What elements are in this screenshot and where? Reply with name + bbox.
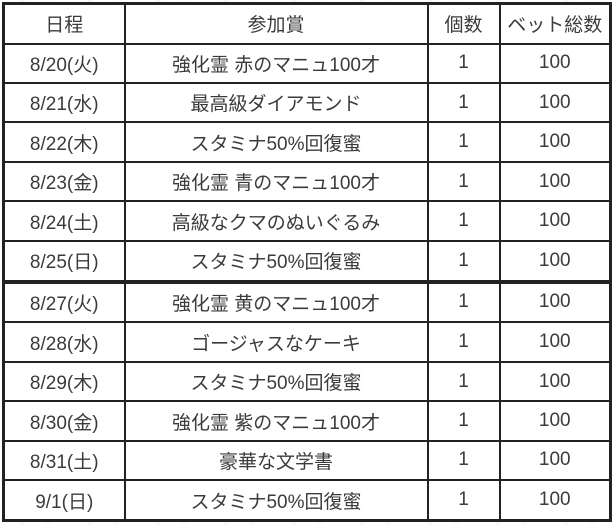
cell-count: 1 [426, 42, 501, 84]
cell-count: 1 [426, 279, 501, 324]
cell-date: 9/1(日) [2, 479, 126, 522]
cell-date: 8/29(木) [2, 360, 126, 403]
table-row: 8/28(水) ゴージャスなケーキ 1 100 [2, 321, 612, 363]
cell-count: 1 [426, 81, 501, 124]
cell-count: 1 [426, 360, 501, 403]
cell-count: 1 [426, 439, 501, 482]
cell-count: 1 [426, 321, 501, 363]
cell-date: 8/27(火) [2, 279, 126, 324]
table-row: 8/23(金) 強化霊 青のマニュ100才 1 100 [2, 160, 612, 203]
cell-bet-total: 100 [498, 239, 612, 283]
cell-bet-total: 100 [498, 439, 612, 482]
header-row: 日程 参加賞 個数 ベット総数 [2, 2, 612, 45]
cell-bet-total: 100 [498, 279, 612, 324]
column-header-bet-total: ベット総数 [498, 2, 612, 45]
table-row: 8/25(日) スタミナ50%回復蜜 1 100 [2, 239, 612, 283]
cell-prize: スタミナ50%回復蜜 [123, 360, 429, 403]
cell-date: 8/23(金) [2, 160, 126, 203]
cell-count: 1 [426, 200, 501, 242]
cell-bet-total: 100 [498, 321, 612, 363]
table-row: 9/1(日) スタミナ50%回復蜜 1 100 [2, 479, 612, 522]
cell-bet-total: 100 [498, 81, 612, 124]
cell-date: 8/31(土) [2, 439, 126, 482]
cell-date: 8/24(土) [2, 200, 126, 242]
cell-date: 8/20(火) [2, 42, 126, 84]
cell-count: 1 [426, 239, 501, 283]
table-row: 8/31(土) 豪華な文学書 1 100 [2, 439, 612, 482]
cell-bet-total: 100 [498, 200, 612, 242]
cell-prize: 豪華な文学書 [123, 439, 429, 482]
cell-prize: 最高級ダイアモンド [123, 81, 429, 124]
table-row: 8/29(木) スタミナ50%回復蜜 1 100 [2, 360, 612, 403]
table-row: 8/22(木) スタミナ50%回復蜜 1 100 [2, 121, 612, 163]
cell-prize: 強化霊 紫のマニュ100才 [123, 400, 429, 442]
cell-prize: スタミナ50%回復蜜 [123, 121, 429, 163]
cell-bet-total: 100 [498, 160, 612, 203]
cell-bet-total: 100 [498, 42, 612, 84]
cell-bet-total: 100 [498, 360, 612, 403]
cell-bet-total: 100 [498, 121, 612, 163]
cell-count: 1 [426, 121, 501, 163]
table-body: 8/20(火) 強化霊 赤のマニュ100才 1 100 8/21(水) 最高級ダイアモンド… [2, 42, 612, 522]
cell-date: 8/22(木) [2, 121, 126, 163]
column-header-count: 個数 [426, 2, 501, 45]
column-header-prize: 参加賞 [123, 2, 429, 45]
cell-prize: 強化霊 黄のマニュ100才 [123, 279, 429, 324]
table-row: 8/24(土) 高級なクマのぬいぐるみ 1 100 [2, 200, 612, 242]
table-row: 8/21(水) 最高級ダイアモンド 1 100 [2, 81, 612, 124]
cell-bet-total: 100 [498, 479, 612, 522]
cell-count: 1 [426, 160, 501, 203]
table-row: 8/20(火) 強化霊 赤のマニュ100才 1 100 [2, 42, 612, 84]
table-row: 8/30(金) 強化霊 紫のマニュ100才 1 100 [2, 400, 612, 442]
cell-date: 8/28(水) [2, 321, 126, 363]
column-header-date: 日程 [2, 2, 126, 45]
cell-prize: ゴージャスなケーキ [123, 321, 429, 363]
cell-date: 8/21(水) [2, 81, 126, 124]
cell-count: 1 [426, 479, 501, 522]
cell-prize: 高級なクマのぬいぐるみ [123, 200, 429, 242]
cell-prize: スタミナ50%回復蜜 [123, 479, 429, 522]
table-row: 8/27(火) 強化霊 黄のマニュ100才 1 100 [2, 279, 612, 324]
cell-date: 8/30(金) [2, 400, 126, 442]
cell-prize: 強化霊 赤のマニュ100才 [123, 42, 429, 84]
cell-count: 1 [426, 400, 501, 442]
cell-prize: 強化霊 青のマニュ100才 [123, 160, 429, 203]
cell-bet-total: 100 [498, 400, 612, 442]
cell-date: 8/25(日) [2, 239, 126, 283]
cell-prize: スタミナ50%回復蜜 [123, 239, 429, 283]
